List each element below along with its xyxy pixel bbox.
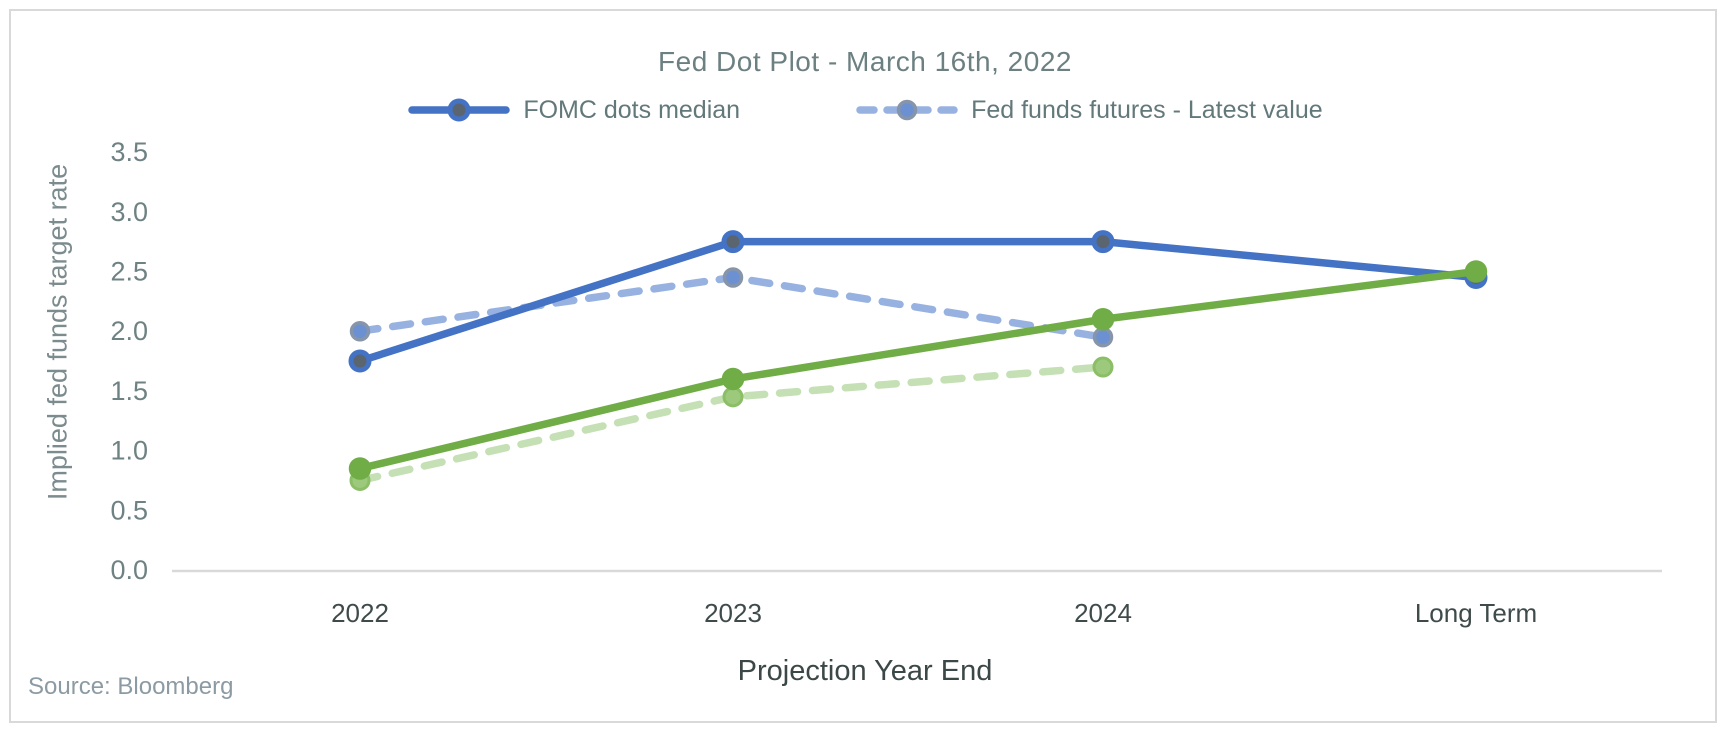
solid-line-marker-icon: [408, 98, 511, 122]
y-tick-label: 3.5: [110, 137, 148, 167]
data-point-marker-fomc-dots-median: [1091, 230, 1115, 254]
y-tick-label: 1.5: [110, 376, 148, 406]
data-point-marker-fed-funds-futures-latest-value: [349, 320, 371, 342]
data-point-marker-fomc-dots-median: [721, 230, 745, 254]
legend-item-fomc-dots-median: FOMC dots median: [407, 95, 740, 125]
source-note: Source: Bloomberg: [28, 673, 234, 700]
y-tick-label: 2.0: [110, 316, 148, 346]
x-axis-title: Projection Year End: [737, 655, 993, 687]
data-point-marker-green-solid-series: [1464, 260, 1488, 283]
y-tick-label: 1.0: [110, 436, 148, 466]
data-point-marker-green-dashed-series: [722, 386, 744, 408]
dashed-line-marker-icon: [856, 99, 958, 121]
data-point-marker-green-solid-series: [721, 367, 745, 391]
y-tick-label: 2.5: [110, 257, 148, 287]
data-point-marker-green-solid-series: [1091, 308, 1115, 331]
y-tick-label: 3.0: [110, 197, 148, 227]
x-category-label: 2024: [1074, 598, 1132, 628]
series-line-fomc-dots-median: [356, 237, 1480, 365]
legend-label-fed-funds-futures: Fed funds futures - Latest value: [971, 95, 1323, 124]
legend-swatch-marker: [896, 99, 918, 121]
chart-title: Fed Dot Plot - March 16th, 2022: [658, 46, 1072, 77]
series-line-green-solid-series: [356, 267, 1480, 473]
legend-swatch-marker: [447, 98, 471, 122]
data-point-marker-green-dashed-series: [1092, 356, 1114, 378]
x-category-label: Long Term: [1415, 598, 1537, 628]
data-point-marker-fed-funds-futures-latest-value: [1092, 326, 1114, 348]
x-category-label: 2022: [331, 598, 389, 628]
legend: FOMC dots median Fed funds futures - Lat…: [0, 95, 1730, 125]
data-point-marker-fed-funds-futures-latest-value: [722, 267, 744, 288]
y-tick-label: 0.5: [110, 495, 148, 525]
x-category-label: 2023: [704, 598, 762, 628]
data-point-marker-green-solid-series: [348, 457, 372, 480]
legend-item-fed-funds-futures: Fed funds futures - Latest value: [855, 95, 1323, 125]
data-point-marker-fomc-dots-median: [348, 349, 372, 373]
legend-label-fomc-dots-median: FOMC dots median: [523, 95, 741, 124]
y-tick-label: 0.0: [110, 555, 148, 585]
